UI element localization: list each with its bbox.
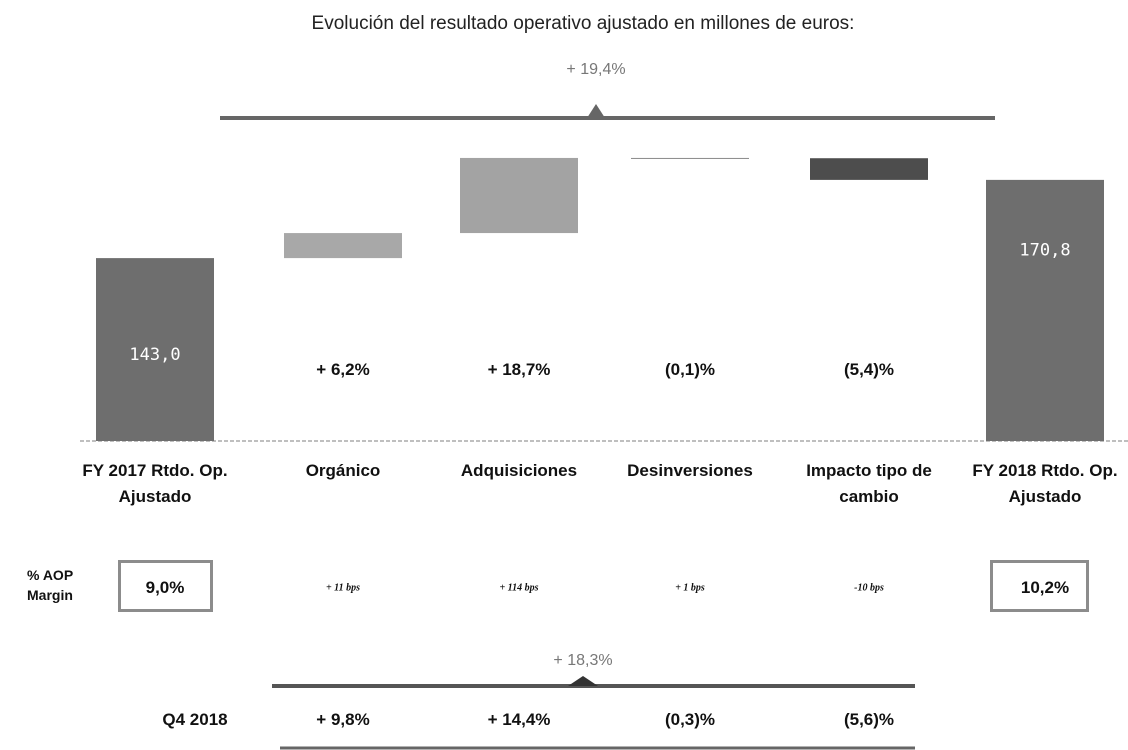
q4-total-change-label: + 18,3% <box>553 652 613 669</box>
growth-label: (0,1)% <box>664 360 716 379</box>
growth-label: (5,4)% <box>843 360 895 379</box>
q4-bracket-arrow <box>568 676 598 686</box>
q4-label: Q4 2018 <box>162 710 228 729</box>
q4-entry: + 9,8% <box>316 710 370 729</box>
x-tick-label: Desinversiones <box>627 461 753 480</box>
x-tick-label: Orgánico <box>305 461 381 480</box>
x-tick-label: FY 2018 Rtdo. Op. Ajustado <box>972 461 1118 506</box>
chart-title: Evolución del resultado operativo ajusta… <box>311 13 855 34</box>
margin-box <box>118 560 213 612</box>
margin-label: % AOP Margin <box>27 567 73 603</box>
x-tick-label: Adquisiciones <box>460 461 578 480</box>
bar <box>284 233 402 259</box>
bar <box>631 157 749 159</box>
bar <box>986 179 1104 441</box>
value-label: 143,0 <box>129 345 180 365</box>
bracket-arrow <box>587 104 605 118</box>
margin-entry: + 11 bps <box>325 582 361 594</box>
x-tick-label: Impacto tipo de cambio <box>806 461 932 506</box>
growth-label: + 6,2% <box>316 360 370 379</box>
margin-entry: 9,0% <box>145 578 185 597</box>
q4-entry: (0,3)% <box>664 710 716 729</box>
value-label: 170,8 <box>1019 240 1070 260</box>
bar <box>96 258 214 441</box>
margin-box <box>990 560 1089 612</box>
growth-label: + 18,7% <box>487 360 551 379</box>
margin-entry: -10 bps <box>854 582 884 594</box>
margin-entry: + 1 bps <box>675 582 705 594</box>
total-change-label: + 19,4% <box>566 61 626 78</box>
x-tick-label: FY 2017 Rtdo. Op. Ajustado <box>82 461 228 506</box>
bar <box>810 158 928 180</box>
margin-entry: + 114 bps <box>499 582 539 594</box>
margin-entry: 10,2% <box>1020 578 1070 597</box>
q4-entry: (5,6)% <box>843 710 895 729</box>
q4-entry: + 14,4% <box>487 710 551 729</box>
bar <box>460 157 578 234</box>
